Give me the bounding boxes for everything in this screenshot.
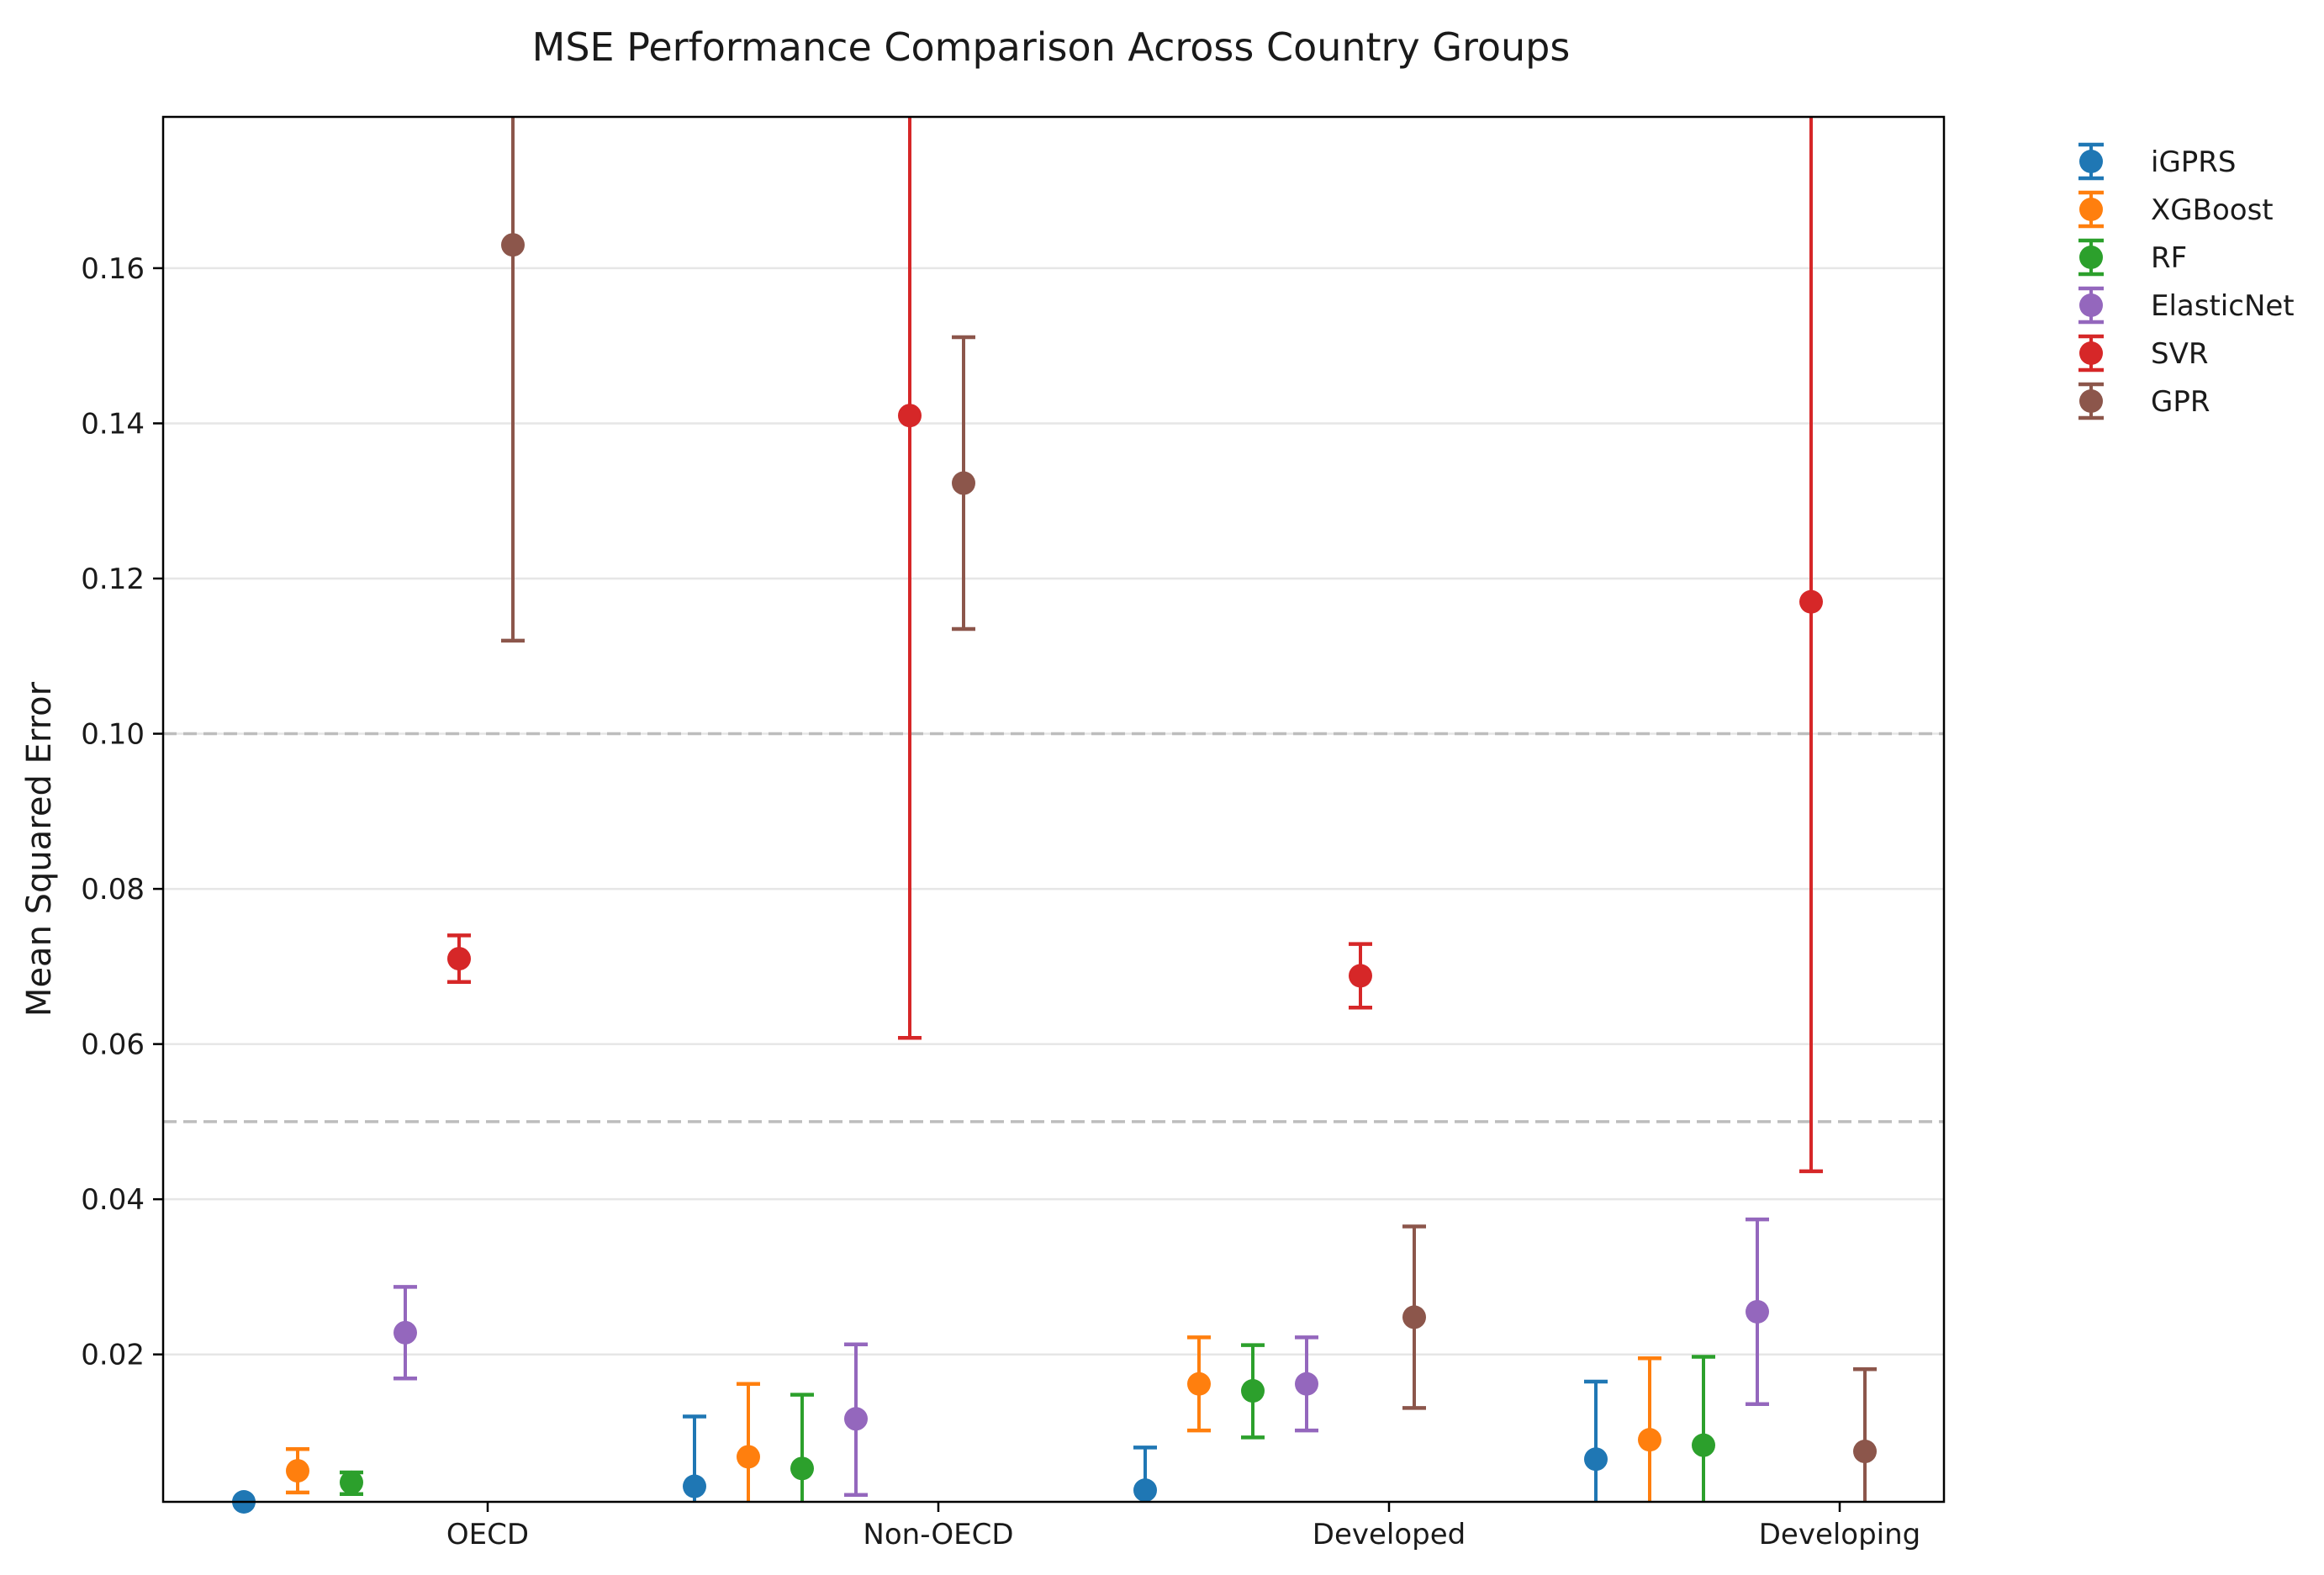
data-point-marker	[1584, 1447, 1608, 1472]
data-point-marker	[737, 1445, 760, 1469]
legend-entry: SVR	[2078, 334, 2208, 373]
plot-frame	[161, 115, 1946, 1504]
data-point-marker	[340, 1470, 363, 1494]
data-point-marker	[1187, 1372, 1211, 1396]
data-point-marker	[286, 1459, 309, 1483]
legend-label: iGPRS	[2151, 145, 2237, 179]
errorbar-point	[1799, 117, 1823, 1174]
reference-lines	[163, 732, 1944, 1123]
legend-marker	[2079, 198, 2103, 221]
data-point-marker	[1799, 589, 1823, 614]
errorbar-point	[447, 933, 471, 985]
errorbar-point	[1187, 1335, 1211, 1433]
x-tick-label: Developing	[1759, 1518, 1921, 1551]
data-point-marker	[1241, 1379, 1265, 1403]
errorbar-point	[1295, 1335, 1318, 1433]
legend-label: ElasticNet	[2151, 289, 2295, 323]
errorbar-point	[393, 1285, 417, 1381]
errorbar-point	[898, 117, 922, 1040]
data-point-marker	[1349, 964, 1372, 988]
x-axis-ticks: OECD Non-OECD Developed Developing	[446, 1502, 1920, 1551]
data-point-marker	[1295, 1372, 1318, 1396]
errorbar-point	[286, 1447, 309, 1495]
legend-marker	[2079, 246, 2103, 269]
errorbar-point	[1692, 1355, 1715, 1502]
legend-label: RF	[2151, 241, 2187, 275]
errorbar-point	[1241, 1343, 1265, 1440]
data-point-marker	[844, 1407, 868, 1431]
data-point-marker	[790, 1456, 814, 1481]
y-tick-label: 0.08	[81, 873, 145, 906]
data-point-marker	[952, 471, 975, 495]
errorbar-point	[844, 1342, 868, 1497]
data-point-marker	[501, 233, 525, 257]
data-point-marker	[683, 1474, 706, 1498]
data-point-marker	[1853, 1440, 1877, 1464]
errorbar-point	[501, 117, 525, 643]
y-tick-label: 0.04	[81, 1183, 145, 1217]
errorbar-point	[340, 1470, 363, 1497]
errorbar-point	[1746, 1217, 1769, 1406]
legend-marker	[2079, 293, 2103, 317]
y-tick-label: 0.16	[81, 252, 145, 286]
data-point-marker	[1402, 1305, 1426, 1329]
x-tick-label: Non-OECD	[863, 1518, 1013, 1551]
data-point-marker	[447, 947, 471, 971]
legend-label: XGBoost	[2151, 193, 2274, 227]
legend-entry: GPR	[2078, 382, 2210, 420]
y-tick-label: 0.12	[81, 563, 145, 596]
legend-marker	[2079, 389, 2103, 413]
legend: iGPRS XGBoost RF ElasticNet SVR GPR	[2078, 142, 2295, 420]
errorbar-point	[1133, 1446, 1157, 1503]
legend-marker	[2079, 341, 2103, 365]
errorbar-point	[737, 1382, 760, 1502]
legend-marker	[2079, 150, 2103, 173]
errorbar-point	[1402, 1224, 1426, 1410]
y-tick-label: 0.14	[81, 407, 145, 441]
legend-entry: RF	[2078, 238, 2187, 277]
y-axis-label: Mean Squared Error	[20, 681, 59, 1017]
errorbar-point	[790, 1393, 814, 1502]
y-tick-label: 0.02	[81, 1339, 145, 1372]
errorbar-point	[683, 1414, 706, 1502]
y-tick-label: 0.06	[81, 1028, 145, 1062]
legend-entry: ElasticNet	[2078, 286, 2295, 325]
x-tick-label: Developed	[1313, 1518, 1466, 1551]
legend-entry: iGPRS	[2078, 142, 2237, 181]
data-point-marker	[1746, 1299, 1769, 1324]
legend-entry: XGBoost	[2078, 190, 2274, 229]
errorbar-point	[1584, 1379, 1608, 1502]
data-point-marker	[1692, 1433, 1715, 1457]
data-layer	[232, 117, 1877, 1514]
x-tick-label: OECD	[446, 1518, 529, 1551]
y-axis-ticks: 0.02 0.04 0.06 0.08 0.10 0.12 0.14 0.16	[81, 252, 163, 1372]
data-point-marker	[898, 404, 922, 428]
data-point-marker	[1133, 1478, 1157, 1503]
y-tick-label: 0.10	[81, 718, 145, 752]
legend-label: SVR	[2151, 337, 2208, 371]
chart-title: MSE Performance Comparison Across Countr…	[532, 24, 1571, 70]
errorbar-point	[1638, 1356, 1661, 1502]
errorbar-point	[1349, 942, 1372, 1010]
errorbar-point	[1853, 1366, 1877, 1502]
errorbar-point	[952, 335, 975, 632]
legend-label: GPR	[2151, 385, 2210, 419]
data-point-marker	[393, 1320, 417, 1345]
data-point-marker	[1638, 1428, 1661, 1452]
